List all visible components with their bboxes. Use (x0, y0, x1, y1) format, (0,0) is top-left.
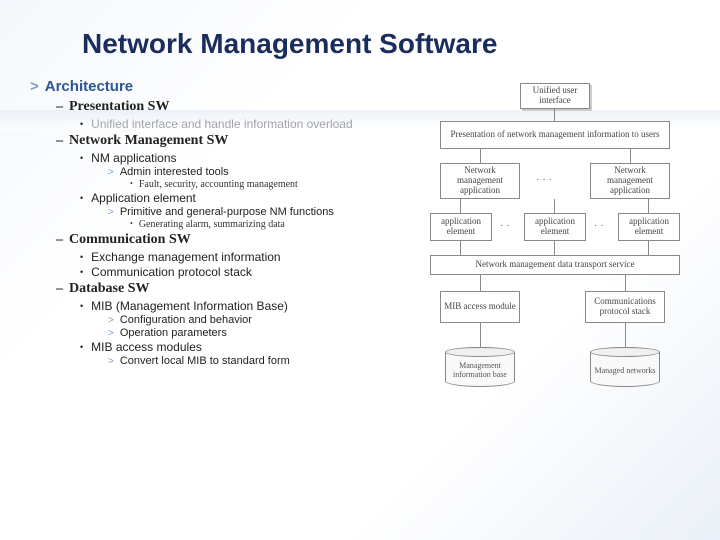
diagram-connector (460, 241, 461, 255)
diagram-box-appel: application element (618, 213, 680, 241)
section-label: Network Management SW (69, 133, 228, 148)
diagram-box-uui: Unified user interface (520, 83, 590, 109)
sub-bullet: >Primitive and general-purpose NM functi… (108, 206, 410, 218)
bullet: •MIB (Management Information Base) (80, 299, 410, 313)
diagram-box-appel: application element (430, 213, 492, 241)
diagram-cylinder-networks: Managed networks (590, 347, 660, 387)
section-label: Database SW (69, 281, 150, 296)
diagram-connector (625, 275, 626, 291)
diagram-connector (625, 323, 626, 347)
diagram-box-transport: Network management data transport servic… (430, 255, 680, 275)
note: •Generating alarm, summarizing data (130, 219, 410, 230)
sub-bullet: >Operation parameters (108, 327, 410, 339)
ellipsis-icon: ··· (536, 175, 555, 186)
diagram-column: Unified user interface Presentation of n… (410, 78, 710, 443)
diagram-box-nmapp: Network management application (440, 163, 520, 199)
note: •Fault, security, accounting management (130, 179, 410, 190)
sub-bullet: >Admin interested tools (108, 166, 410, 178)
architecture-diagram: Unified user interface Presentation of n… (410, 83, 700, 443)
ellipsis-icon: ·· (594, 221, 607, 232)
diagram-connector (460, 199, 461, 213)
sub-bullet: >Convert local MIB to standard form (108, 355, 410, 367)
bullet: •Communication protocol stack (80, 265, 410, 279)
section-comm-sw: –Communication SW (56, 232, 410, 248)
sub-bullet: >Configuration and behavior (108, 314, 410, 326)
diagram-connector (554, 109, 555, 121)
diagram-connector (480, 149, 481, 163)
outline-column: >Architecture –Presentation SW •Unified … (30, 78, 410, 443)
section-label: Communication SW (69, 232, 191, 247)
diagram-box-nmapp: Network management application (590, 163, 670, 199)
chevron-icon: > (30, 78, 39, 95)
bullet: •Application element (80, 191, 410, 205)
diagram-box-appel: application element (524, 213, 586, 241)
section-db-sw: –Database SW (56, 281, 410, 297)
diagram-connector (648, 199, 649, 213)
diagram-box-commstack: Communications protocol stack (585, 291, 665, 323)
diagram-connector (554, 241, 555, 255)
diagram-connector (480, 275, 481, 291)
diagram-cylinder-mib: Management information base (445, 347, 515, 387)
diagram-connector (554, 199, 555, 213)
diagram-connector (630, 149, 631, 163)
diagram-box-presentation: Presentation of network management infor… (440, 121, 670, 149)
bullet: •MIB access modules (80, 340, 410, 354)
section-nm-sw: –Network Management SW (56, 133, 410, 149)
bullet: •Exchange management information (80, 250, 410, 264)
diagram-connector (480, 323, 481, 347)
architecture-heading: > Architecture (30, 78, 410, 95)
slide-title: Network Management Software (0, 0, 720, 78)
heading-text: Architecture (45, 78, 133, 95)
diagram-box-mibaccess: MIB access module (440, 291, 520, 323)
ellipsis-icon: ·· (500, 221, 513, 232)
bullet: •NM applications (80, 151, 410, 165)
diagram-connector (648, 241, 649, 255)
